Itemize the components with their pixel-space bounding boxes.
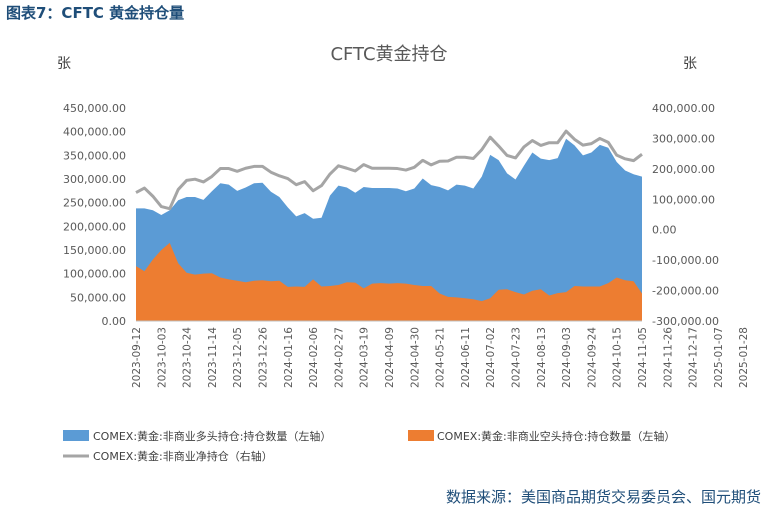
left-y-tick-label: 50,000.00: [70, 291, 126, 304]
x-tick-label: 2024-08-13: [536, 327, 548, 388]
right-y-tick-label: -300,000.00: [652, 315, 719, 328]
right-y-tick-label: 400,000.00: [652, 102, 715, 115]
left-y-tick-label: 300,000.00: [63, 173, 126, 186]
long-position-area: [136, 138, 642, 321]
right-y-tick-label: 100,000.00: [652, 193, 715, 206]
x-tick-label: 2024-03-19: [359, 327, 371, 388]
x-tick-label: 2024-09-03: [561, 327, 573, 388]
left-y-tick-label: 350,000.00: [63, 149, 126, 162]
right-y-tick-label: -100,000.00: [652, 254, 719, 267]
right-unit-label: 张: [683, 56, 697, 72]
x-tick-label: 2023-12-26: [258, 327, 270, 388]
legend-swatch: [408, 430, 434, 441]
legend-label: COMEX:黄金:非商业空头持仓:持仓数量（左轴）: [437, 429, 675, 443]
x-tick-label: 2024-09-24: [586, 327, 598, 388]
x-tick-label: 2024-04-30: [409, 327, 421, 388]
short-position-area: [136, 242, 642, 321]
legend-label: COMEX:黄金:非商业多头持仓:持仓数量（左轴）: [93, 429, 331, 443]
right-y-tick-label: 300,000.00: [652, 132, 715, 145]
right-y-tick-label: -200,000.00: [652, 285, 719, 298]
x-tick-label: 2023-10-24: [182, 327, 194, 388]
x-tick-label: 2024-02-27: [333, 327, 345, 388]
right-y-tick-label: 200,000.00: [652, 163, 715, 176]
chart-title: CFTC黄金持仓: [330, 44, 447, 65]
left-y-axis: 450,000.00 400,000.00 350,000.00 300,000.00…: [63, 102, 126, 328]
x-tick-label: 2023-09-12: [131, 327, 143, 388]
net-position-line: [135, 129, 643, 211]
x-tick-label: 2024-05-21: [435, 327, 447, 388]
legend: COMEX:黄金:非商业多头持仓:持仓数量（左轴） COMEX:黄金:非商业空头持…: [63, 429, 675, 463]
x-tick-label: 2024-07-23: [511, 327, 523, 388]
left-y-tick-label: 450,000.00: [63, 102, 126, 115]
x-tick-label: 2023-11-14: [207, 327, 219, 388]
legend-label: COMEX:黄金:非商业净持仓（右轴）: [93, 449, 273, 463]
x-tick-label: 2024-02-06: [308, 327, 320, 388]
x-tick-label: 2024-07-02: [485, 327, 497, 388]
x-tick-label: 2024-11-05: [637, 327, 649, 388]
legend-swatch: [63, 430, 89, 441]
x-tick-label: 2024-06-11: [460, 327, 472, 388]
x-tick-label: 2024-04-09: [384, 327, 396, 388]
left-y-tick-label: 150,000.00: [63, 244, 126, 257]
left-y-tick-label: 400,000.00: [63, 126, 126, 139]
x-tick-label: 2024-01-16: [283, 327, 295, 388]
left-y-tick-label: 250,000.00: [63, 197, 126, 210]
right-y-tick-label: 0.00: [652, 224, 677, 237]
x-tick-label: 2024-10-15: [612, 327, 624, 388]
left-unit-label: 张: [57, 56, 71, 72]
right-y-axis: 400,000.00 300,000.00 200,000.00 100,000.00…: [652, 102, 719, 328]
x-tick-label: 2024-11-26: [662, 327, 674, 388]
x-tick-label: 2024-12-17: [688, 327, 700, 388]
x-tick-label: 2025-01-28: [738, 327, 750, 388]
left-y-tick-label: 0.00: [102, 315, 127, 328]
x-tick-label: 2025-01-07: [713, 327, 725, 388]
data-source: 数据来源：美国商品期货交易委员会、国元期货: [445, 488, 761, 506]
x-tick-label: 2023-12-05: [232, 327, 244, 388]
x-axis: 2023-09-12 2023-10-03 2023-10-24 2023-11-14…: [131, 327, 750, 388]
x-tick-label: 2023-10-03: [156, 327, 168, 388]
plot-area: [135, 129, 643, 322]
left-y-tick-label: 100,000.00: [63, 268, 126, 281]
figure-header: 图表7：CFTC 黄金持仓量: [6, 4, 185, 22]
left-y-tick-label: 200,000.00: [63, 220, 126, 233]
